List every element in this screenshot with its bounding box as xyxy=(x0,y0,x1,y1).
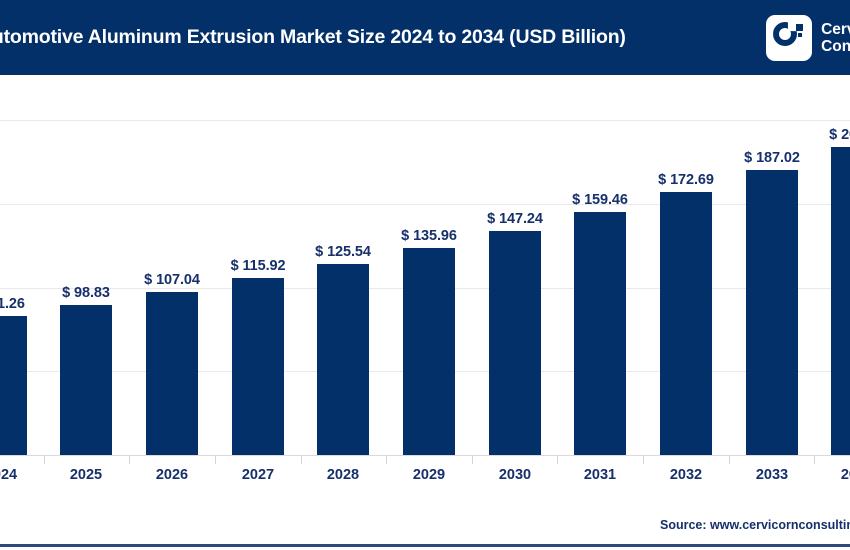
chart-header: Automotive Aluminum Extrusion Market Siz… xyxy=(0,0,850,75)
bar-value-label: $ 147.24 xyxy=(487,211,543,227)
brand-name-line2: Consulting xyxy=(821,38,850,55)
bar-group[interactable]: $ 125.54 xyxy=(315,244,371,455)
x-axis-tick xyxy=(643,455,644,464)
logo-pixel-small xyxy=(798,33,803,37)
x-axis-tick xyxy=(729,455,730,464)
bar-group[interactable]: $ 91.26 xyxy=(0,296,27,455)
cervicorn-c-logo-icon xyxy=(766,15,813,61)
logo-pixel-mid xyxy=(791,32,797,37)
x-axis-tick xyxy=(472,455,473,464)
brand-name-line1: Cervicorn xyxy=(821,21,850,38)
bar-2028[interactable] xyxy=(317,264,369,455)
x-axis-tick xyxy=(386,455,387,464)
bar-group[interactable]: $ 187.02 xyxy=(744,150,800,455)
bar-value-label: $ 202.57 xyxy=(829,127,850,143)
bar-value-label: $ 135.96 xyxy=(401,228,457,244)
bar-group[interactable]: $ 172.69 xyxy=(658,172,714,455)
bar-2027[interactable] xyxy=(232,278,284,455)
bar-group[interactable]: $ 98.83 xyxy=(60,285,112,455)
logo-pixel-large xyxy=(796,24,804,31)
x-axis-label-2031: 2031 xyxy=(583,467,617,483)
bar-group[interactable]: $ 202.57 xyxy=(829,127,850,455)
bar-group[interactable]: $ 115.92 xyxy=(231,258,286,455)
x-axis-tick xyxy=(557,455,558,464)
bar-group[interactable]: $ 135.96 xyxy=(401,228,457,455)
gridline xyxy=(0,204,850,205)
source-attribution: Source: www.cervicornconsulting.com xyxy=(660,518,850,532)
bar-value-label: $ 107.04 xyxy=(144,272,200,288)
x-axis-tick xyxy=(44,455,45,464)
bar-value-label: $ 187.02 xyxy=(744,150,800,166)
brand-name: Cervicorn Consulting xyxy=(821,21,850,55)
brand-lockup: Cervicorn Consulting xyxy=(766,12,850,64)
x-axis-label-2025: 2025 xyxy=(69,467,103,483)
x-axis-label-2032: 2032 xyxy=(669,467,703,483)
x-axis-label-2029: 2029 xyxy=(412,467,446,483)
x-axis-label-2026: 2026 xyxy=(155,467,189,483)
bar-value-label: $ 115.92 xyxy=(230,258,286,274)
x-axis-line xyxy=(0,455,850,456)
bar-2032[interactable] xyxy=(660,192,712,455)
bar-2030[interactable] xyxy=(489,231,541,455)
x-axis-tick xyxy=(301,455,302,464)
x-axis-label-2033: 2033 xyxy=(755,467,789,483)
bar-2029[interactable] xyxy=(403,248,455,455)
plot-area: $ 91.26 2024 $ 98.83 2025 $ 107.04 2026 $ 115.… xyxy=(0,75,850,515)
bar-value-label: $ 159.46 xyxy=(572,192,628,208)
bar-2031[interactable] xyxy=(574,212,626,455)
bar-group[interactable]: $ 147.24 xyxy=(487,211,543,455)
bar-2034[interactable] xyxy=(831,147,850,455)
x-axis-tick xyxy=(129,455,130,464)
x-axis-tick xyxy=(814,455,815,464)
bar-value-label: $ 91.26 xyxy=(0,296,25,312)
x-axis-label-2024: 2024 xyxy=(0,467,18,483)
bar-group[interactable]: $ 107.04 xyxy=(144,272,200,455)
x-axis-label-2030: 2030 xyxy=(498,467,532,483)
bar-value-label: $ 125.54 xyxy=(315,244,371,260)
bar-2024[interactable] xyxy=(0,316,27,455)
x-axis-label-2027: 2027 xyxy=(241,467,275,483)
bar-value-label: $ 172.69 xyxy=(658,172,714,188)
bar-2025[interactable] xyxy=(60,305,112,455)
bar-2026[interactable] xyxy=(146,292,198,455)
page-title: Automotive Aluminum Extrusion Market Siz… xyxy=(0,26,626,48)
x-axis-label-2028: 2028 xyxy=(326,467,360,483)
bar-group[interactable]: $ 159.46 xyxy=(572,192,628,455)
x-axis-tick xyxy=(215,455,216,464)
x-axis-label-2034: 2034 xyxy=(840,467,850,483)
bar-value-label: $ 98.83 xyxy=(62,285,110,301)
chart-canvas: $ 91.26 2024 $ 98.83 2025 $ 107.04 2026 $ 115.… xyxy=(0,75,850,515)
bar-2033[interactable] xyxy=(746,170,798,455)
gridline xyxy=(0,120,850,121)
chart-footer: Source: www.cervicornconsulting.com xyxy=(0,515,850,550)
footer-divider xyxy=(0,544,850,547)
